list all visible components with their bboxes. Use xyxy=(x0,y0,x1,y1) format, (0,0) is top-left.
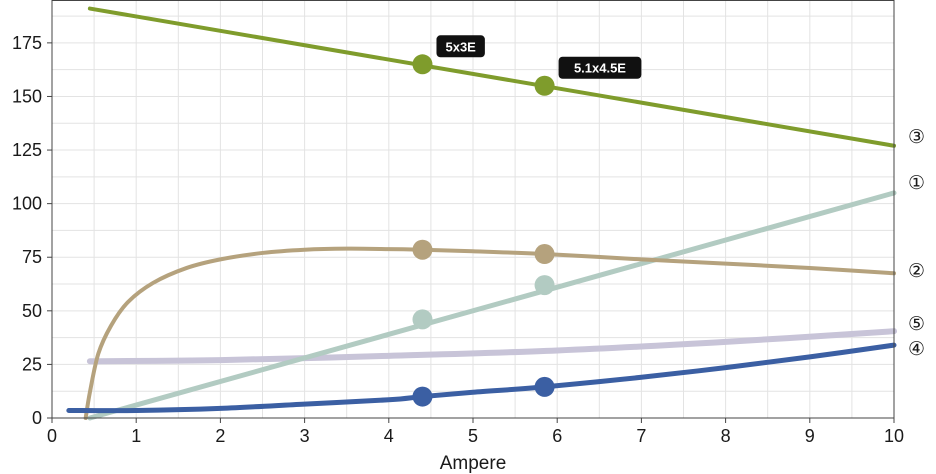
annotation-box xyxy=(436,35,485,58)
series-lines xyxy=(66,6,897,421)
data-point-marker xyxy=(412,309,433,330)
series-label: ② xyxy=(908,260,925,282)
data-point-marker xyxy=(534,244,555,265)
y-tick-label: 125 xyxy=(12,140,42,160)
series-markers xyxy=(412,54,555,407)
x-tick-label: 0 xyxy=(47,426,57,446)
data-point-marker xyxy=(534,275,555,296)
series-line xyxy=(87,6,896,148)
data-point-marker xyxy=(412,386,433,407)
annotation-tag: 5x3E xyxy=(436,35,485,58)
data-point-marker xyxy=(412,54,433,75)
series-label: ③ xyxy=(908,126,925,148)
x-tick-label: 1 xyxy=(131,426,141,446)
series-line xyxy=(66,342,897,414)
data-point-marker xyxy=(412,239,433,260)
series-label: ④ xyxy=(908,338,925,360)
data-point-marker xyxy=(534,75,555,96)
x-tick-label: 5 xyxy=(468,426,478,446)
x-tick-label: 2 xyxy=(215,426,225,446)
x-tick-label: 6 xyxy=(552,426,562,446)
x-tick-label: 8 xyxy=(721,426,731,446)
y-tick-label: 25 xyxy=(22,354,42,374)
annotations: 5x3E 5.1x4.5E xyxy=(436,35,642,79)
x-tick-label: 4 xyxy=(384,426,394,446)
x-tick-label: 3 xyxy=(300,426,310,446)
x-tick-label: 10 xyxy=(884,426,904,446)
data-point-marker xyxy=(534,376,555,397)
annotation-tag: 5.1x4.5E xyxy=(558,56,642,79)
y-tick-label: 100 xyxy=(12,194,42,214)
annotation-box xyxy=(558,56,642,79)
y-tick-label: 175 xyxy=(12,33,42,53)
annotation-text: 5.1x4.5E xyxy=(574,61,626,76)
series-label: ① xyxy=(908,172,925,194)
axes xyxy=(47,0,895,423)
y-tick-label: 150 xyxy=(12,86,42,106)
annotation-text: 5x3E xyxy=(445,39,476,54)
series-line xyxy=(87,190,897,421)
y-tick-label: 50 xyxy=(22,301,42,321)
series-line xyxy=(83,246,896,420)
series-line xyxy=(86,328,897,365)
x-tick-label: 7 xyxy=(636,426,646,446)
series-label: ⑤ xyxy=(908,313,925,335)
x-axis-title: Ampere xyxy=(440,453,507,474)
x-tick-label: 9 xyxy=(805,426,815,446)
curve-labels: ① ② ③ ④ ⑤ xyxy=(908,126,925,360)
y-tick-label: 0 xyxy=(32,408,42,428)
y-tick-label: 75 xyxy=(22,247,42,267)
